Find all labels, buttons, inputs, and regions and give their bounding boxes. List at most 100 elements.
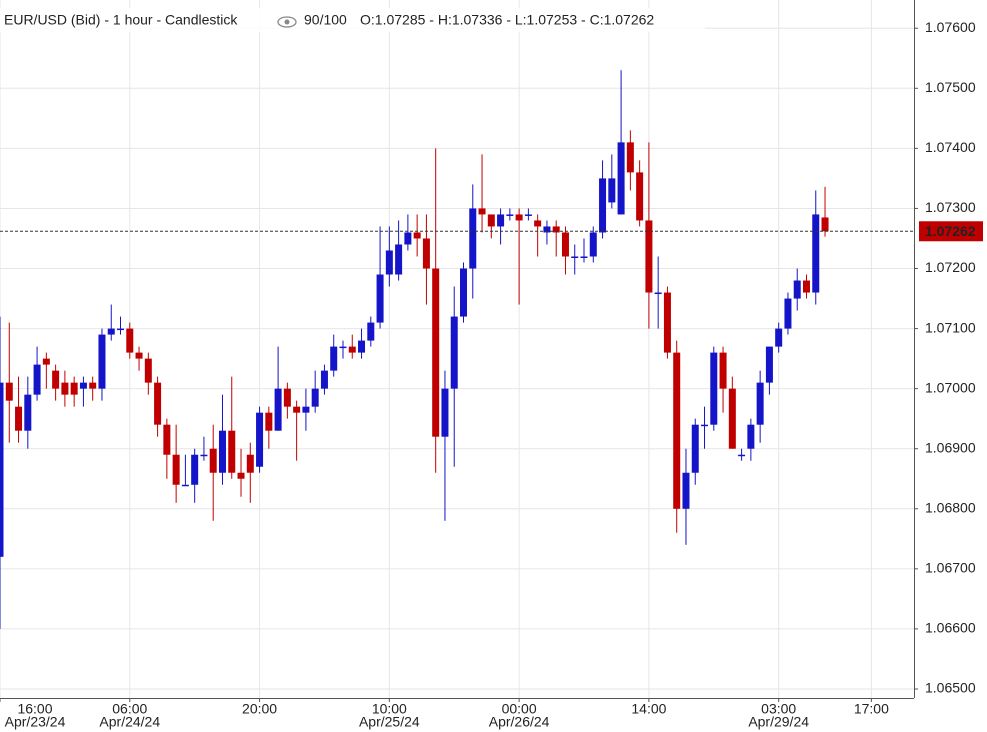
candle-body bbox=[228, 430, 236, 473]
candle-body bbox=[404, 232, 412, 245]
candle-body bbox=[738, 454, 746, 457]
candle-body bbox=[154, 382, 162, 425]
x-tick-label: 17:00 bbox=[854, 701, 889, 717]
x-tick-label: 14:00 bbox=[631, 701, 666, 717]
x-date-label: Apr/26/24 bbox=[489, 714, 550, 730]
candle-body bbox=[191, 454, 199, 485]
candle-body bbox=[645, 220, 653, 293]
candle-body bbox=[608, 178, 616, 203]
candle-body bbox=[24, 394, 32, 431]
candle-body bbox=[636, 172, 644, 221]
x-tick-label: 10:00 bbox=[372, 701, 407, 717]
x-tick-label: 06:00 bbox=[112, 701, 147, 717]
candle-body bbox=[358, 340, 366, 353]
candle-body bbox=[793, 280, 801, 299]
candle-body bbox=[200, 454, 208, 457]
candles bbox=[0, 70, 829, 629]
candle-body bbox=[209, 448, 217, 473]
candle-body bbox=[5, 382, 13, 401]
candle-body bbox=[580, 256, 588, 258]
candle-body bbox=[515, 214, 523, 221]
candle-body bbox=[682, 472, 690, 509]
header-bg bbox=[0, 8, 705, 32]
candle-body bbox=[673, 352, 681, 509]
y-tick-label: 1.07500 bbox=[925, 79, 976, 95]
candle-body bbox=[413, 232, 421, 239]
candle-body bbox=[728, 388, 736, 449]
candle-body bbox=[135, 352, 143, 359]
last-price-label: 1.07262 bbox=[925, 223, 976, 239]
candle-body bbox=[432, 268, 440, 437]
y-tick-label: 1.07300 bbox=[925, 199, 976, 215]
candle-body bbox=[543, 226, 551, 233]
candle-body bbox=[710, 352, 718, 425]
y-tick-label: 1.06900 bbox=[925, 439, 976, 455]
candle-body bbox=[478, 208, 486, 215]
candle-body bbox=[589, 232, 597, 257]
candle-body bbox=[117, 328, 125, 331]
candle-body bbox=[89, 382, 97, 389]
candle-body bbox=[450, 316, 458, 389]
y-tick-label: 1.07000 bbox=[925, 379, 976, 395]
candle-body bbox=[293, 406, 301, 413]
candle-body bbox=[654, 292, 662, 295]
candle-body bbox=[506, 214, 514, 216]
y-tick-label: 1.07200 bbox=[925, 259, 976, 275]
candle-body bbox=[283, 388, 291, 407]
candle-body bbox=[98, 334, 106, 389]
y-tick-label: 1.06800 bbox=[925, 499, 976, 515]
candle-body bbox=[42, 358, 50, 365]
candle-body bbox=[302, 406, 310, 413]
candle-body bbox=[330, 346, 338, 371]
candle-body bbox=[395, 244, 403, 275]
eye-icon[interactable] bbox=[277, 16, 297, 28]
candle-body bbox=[15, 406, 23, 431]
overlay: 1.06500 1.06600 1.06700 1.06800 1.06900 1.070… bbox=[0, 19, 983, 730]
candle-body bbox=[812, 214, 820, 293]
candle-body bbox=[561, 232, 569, 257]
candle-body bbox=[126, 328, 134, 353]
candle-body bbox=[719, 352, 727, 389]
candle-body bbox=[765, 346, 773, 383]
candle-body bbox=[784, 298, 792, 329]
candle-body bbox=[52, 370, 60, 389]
y-tick-label: 1.07600 bbox=[925, 19, 976, 35]
y-tick-label: 1.07400 bbox=[925, 139, 976, 155]
candle-body bbox=[144, 358, 152, 383]
candle-body bbox=[663, 292, 671, 353]
x-tick-label: 16:00 bbox=[17, 701, 52, 717]
candle-body bbox=[237, 472, 245, 479]
candle-body bbox=[181, 484, 189, 487]
candle-body bbox=[524, 214, 532, 216]
candle-body bbox=[70, 382, 78, 395]
last-price-box bbox=[919, 221, 983, 242]
candle-body bbox=[626, 142, 634, 173]
candle-body bbox=[747, 424, 755, 449]
x-tick-label: 00:00 bbox=[502, 701, 537, 717]
candle-body bbox=[552, 226, 560, 233]
candle-body bbox=[163, 424, 171, 455]
candle-body bbox=[367, 322, 375, 341]
candle-body bbox=[61, 382, 69, 395]
candle-body bbox=[497, 214, 505, 227]
y-tick-label: 1.06700 bbox=[925, 560, 976, 576]
candle-body bbox=[376, 274, 384, 323]
zoom-label: 90/100 bbox=[304, 12, 347, 28]
candle-body bbox=[441, 388, 449, 437]
candle-body bbox=[339, 346, 347, 349]
candle-body bbox=[320, 370, 328, 389]
candle-body bbox=[571, 256, 579, 258]
candle-body bbox=[422, 238, 430, 269]
x-tick-label: 20:00 bbox=[242, 701, 277, 717]
candle-body bbox=[599, 178, 607, 233]
candle-body bbox=[701, 424, 709, 427]
candle-body bbox=[802, 280, 810, 293]
candle-body bbox=[487, 214, 495, 227]
y-tick-label: 1.06500 bbox=[925, 680, 976, 696]
candle-body bbox=[460, 268, 467, 317]
candle-body bbox=[691, 424, 699, 473]
candle-body bbox=[256, 412, 264, 467]
chart-title: EUR/USD (Bid) - 1 hour - Candlestick bbox=[4, 12, 238, 28]
x-date-label: Apr/23/24 bbox=[5, 714, 66, 730]
